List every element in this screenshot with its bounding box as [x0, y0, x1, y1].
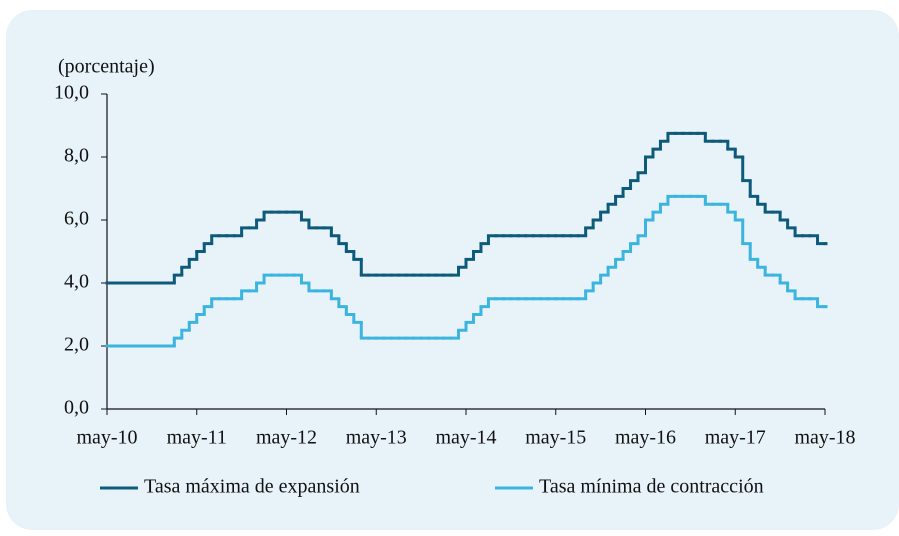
x-tick-label: may-10	[76, 427, 137, 449]
y-tick-label: 6,0	[64, 208, 89, 230]
legend-label: Tasa máxima de expansión	[144, 476, 360, 498]
x-tick-label: may-18	[794, 427, 855, 449]
x-tick-label: may-15	[525, 427, 586, 449]
panel	[6, 10, 899, 530]
x-tick-label: may-16	[615, 427, 676, 449]
legend-label: Tasa mínima de contracción	[539, 476, 764, 498]
x-tick-label: may-14	[435, 427, 496, 449]
y-tick-label: 0,0	[64, 397, 89, 419]
x-tick-label: may-17	[705, 427, 766, 449]
y-axis-label: (porcentaje)	[58, 56, 155, 78]
y-tick-label: 2,0	[64, 334, 89, 356]
y-tick-label: 8,0	[64, 145, 89, 167]
x-tick-label: may-13	[346, 427, 407, 449]
x-tick-label: may-12	[256, 427, 317, 449]
y-tick-label: 10,0	[54, 82, 89, 104]
y-tick-label: 4,0	[64, 271, 89, 293]
x-tick-label: may-11	[167, 427, 227, 449]
